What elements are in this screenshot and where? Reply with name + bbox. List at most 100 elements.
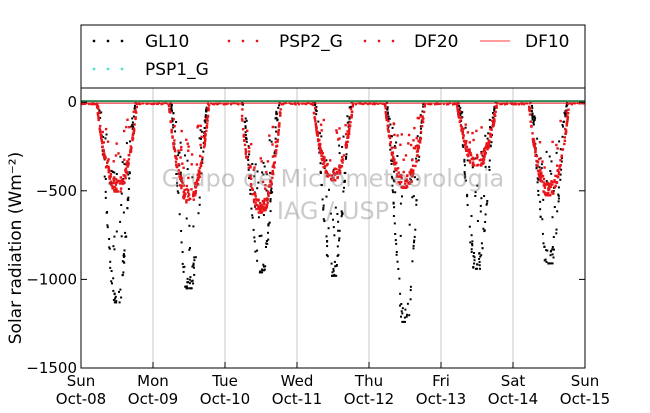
- psp2-g-point: [392, 122, 396, 126]
- gl10-point: [391, 126, 394, 129]
- df20-point: [280, 103, 283, 106]
- gl10-point: [204, 121, 207, 124]
- psp2-g-point: [112, 160, 115, 163]
- psp2-g-point: [494, 105, 497, 108]
- df20-point: [82, 103, 85, 106]
- df20-point: [382, 102, 385, 105]
- psp2-g-point: [104, 156, 107, 160]
- psp2-g-point: [388, 134, 391, 138]
- psp2-g-point: [485, 146, 488, 149]
- gl10-point: [346, 115, 349, 118]
- psp2-g-point: [393, 133, 396, 137]
- gl10-point: [109, 266, 112, 269]
- psp2-g-point: [179, 156, 182, 159]
- psp2-g-point: [555, 181, 558, 184]
- gl10-point: [481, 247, 484, 250]
- psp2-g-point: [206, 122, 209, 125]
- psp2-g-point: [384, 111, 387, 114]
- psp2-g-point: [263, 199, 266, 202]
- gl10-point: [123, 261, 126, 264]
- df20-point: [150, 103, 153, 105]
- gl10-point: [473, 262, 476, 265]
- df20-point: [160, 103, 163, 106]
- gl10-point: [338, 144, 341, 147]
- gl10-point: [549, 170, 552, 172]
- gl10-point: [409, 289, 412, 292]
- gl10-point: [541, 218, 544, 221]
- gl10-point: [265, 173, 268, 176]
- gl10-point: [108, 238, 111, 240]
- psp2-g-point: [547, 188, 550, 192]
- psp2-g-point: [106, 140, 110, 143]
- psp2-g-point: [101, 130, 104, 134]
- psp2-g-point: [197, 174, 201, 177]
- psp2-g-point: [396, 134, 399, 137]
- psp2-g-point: [465, 145, 469, 149]
- psp2-g-point: [535, 154, 539, 158]
- gl10-point: [190, 287, 192, 290]
- gl10-point: [278, 101, 281, 104]
- psp2-g-point: [494, 114, 497, 117]
- gl10-point: [463, 158, 466, 161]
- gl10-point: [110, 169, 113, 172]
- gl10-point: [170, 103, 173, 106]
- psp2-g-point: [487, 141, 491, 145]
- psp2-g-point: [254, 201, 257, 204]
- gl10-point: [393, 170, 396, 173]
- gl10-point: [134, 104, 136, 107]
- x-tick-label-date: Oct-11: [272, 390, 322, 408]
- gl10-point: [129, 140, 131, 143]
- psp2-g-point: [109, 175, 112, 178]
- psp2-g-point: [279, 108, 282, 111]
- gl10-point: [563, 111, 566, 114]
- gl10-point: [347, 125, 350, 128]
- df20-point: [436, 103, 438, 106]
- psp2-g-point: [179, 174, 182, 178]
- df20-point: [426, 102, 429, 105]
- gl10-point: [123, 253, 125, 256]
- gl10-point: [479, 267, 481, 270]
- gl10-point: [482, 227, 485, 230]
- psp2-g-point: [110, 180, 113, 183]
- df20-point: [146, 102, 149, 105]
- psp2-g-point: [336, 172, 339, 176]
- psp2-g-point: [199, 143, 202, 147]
- gl10-point: [549, 254, 552, 257]
- psp2-g-point: [116, 190, 120, 193]
- psp2-g-point: [249, 185, 253, 188]
- psp2-g-point: [481, 158, 484, 161]
- gl10-point: [99, 116, 102, 119]
- psp2-g-point: [416, 116, 419, 120]
- psp2-g-point: [277, 128, 280, 132]
- psp2-g-point: [174, 160, 178, 163]
- psp2-g-point: [564, 130, 568, 134]
- psp2-g-point: [473, 164, 476, 167]
- gl10-point: [275, 130, 278, 133]
- psp2-g-point: [416, 154, 419, 157]
- psp2-g-point: [259, 157, 262, 160]
- gl10-point: [413, 235, 416, 238]
- psp2-g-point: [407, 142, 410, 145]
- legend-marker-dot: [120, 67, 124, 71]
- gl10-point: [249, 192, 252, 195]
- gl10-point: [557, 194, 560, 197]
- psp2-g-point: [255, 207, 258, 211]
- gl10-point: [269, 192, 272, 194]
- psp2-g-point: [461, 132, 464, 136]
- psp2-g-point: [556, 169, 559, 172]
- gl10-point: [267, 223, 270, 226]
- df20-point: [311, 103, 314, 106]
- gl10-point: [332, 267, 335, 270]
- psp2-g-point: [244, 150, 248, 153]
- gl10-point: [470, 250, 473, 253]
- gl10-point: [476, 220, 479, 222]
- df20-point: [298, 103, 301, 106]
- gl10-point: [531, 106, 534, 109]
- psp2-g-point: [96, 111, 100, 115]
- psp2-g-point: [123, 158, 126, 161]
- psp2-g-point: [339, 165, 342, 168]
- df20-point: [224, 103, 227, 105]
- psp2-g-point: [563, 142, 566, 146]
